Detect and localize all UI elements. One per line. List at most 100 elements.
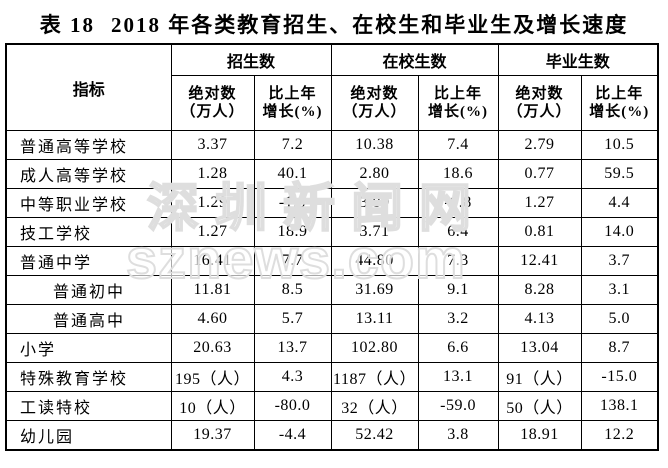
cell-graduates-absolute: 4.13 — [497, 304, 582, 334]
row-indicator-label: 普通初中 — [5, 275, 172, 305]
table-body: 普通高等学校 3.37 7.2 10.38 7.4 2.79 10.5 成人高等… — [5, 130, 659, 451]
cell-enrollment-growth: -80.0 — [253, 391, 332, 421]
cell-enrollment-growth: 5.7 — [253, 304, 332, 334]
cell-enrollment-growth: -1.0 — [253, 188, 332, 218]
cell-graduates-absolute: 2.79 — [497, 130, 582, 160]
cell-students-growth: 13.1 — [417, 362, 499, 392]
cell-graduates-growth: 5.0 — [580, 304, 659, 334]
cell-graduates-absolute: 91（人） — [497, 362, 582, 392]
cell-graduates-absolute: 50（人） — [497, 391, 582, 421]
cell-enrollment-absolute: 1.28 — [170, 159, 255, 189]
education-stats-table: 指标 招生数 在校生数 毕业生数 绝对数 （万人） 比上年 增长(%) 绝对数 … — [5, 43, 660, 451]
cell-enrollment-absolute: 20.63 — [170, 333, 255, 363]
cell-students-absolute: 44.80 — [330, 246, 419, 276]
group-header-students: 在校生数 — [330, 43, 499, 76]
cell-students-growth: -59.0 — [417, 391, 499, 421]
cell-graduates-growth: 3.7 — [580, 246, 659, 276]
cell-enrollment-growth: 8.5 — [253, 275, 332, 305]
indicator-column-header: 指标 — [5, 43, 172, 131]
cell-enrollment-absolute: 1.27 — [170, 217, 255, 247]
cell-enrollment-absolute: 19.37 — [170, 420, 255, 451]
cell-students-absolute: 3.89 — [330, 188, 419, 218]
cell-graduates-growth: 3.1 — [580, 275, 659, 305]
row-indicator-label: 中等职业学校 — [5, 188, 172, 218]
table-row: 普通中学 16.41 7.7 44.80 7.3 12.41 3.7 — [5, 246, 659, 276]
cell-graduates-absolute: 18.91 — [497, 420, 582, 451]
table-row: 幼儿园 19.37 -4.4 52.42 3.8 18.91 12.2 — [5, 420, 659, 451]
cell-enrollment-absolute: 16.41 — [170, 246, 255, 276]
sub-header-growth: 比上年 增长(%) — [417, 75, 499, 131]
cell-graduates-growth: 4.4 — [580, 188, 659, 218]
cell-students-absolute: 52.42 — [330, 420, 419, 451]
cell-enrollment-growth: 7.2 — [253, 130, 332, 160]
cell-students-growth: 7.4 — [417, 130, 499, 160]
row-indicator-label: 幼儿园 — [5, 420, 172, 451]
cell-enrollment-growth: 4.3 — [253, 362, 332, 392]
table-row: 普通高等学校 3.37 7.2 10.38 7.4 2.79 10.5 — [5, 130, 659, 160]
cell-graduates-growth: -15.0 — [580, 362, 659, 392]
sub-header-absolute: 绝对数 （万人） — [497, 75, 582, 131]
row-indicator-label: 小学 — [5, 333, 172, 363]
cell-graduates-growth: 8.7 — [580, 333, 659, 363]
group-header-graduates: 毕业生数 — [497, 43, 659, 76]
row-indicator-label: 工读特校 — [5, 391, 172, 421]
table-row: 小学 20.63 13.7 102.80 6.6 13.04 8.7 — [5, 333, 659, 363]
cell-graduates-absolute: 13.04 — [497, 333, 582, 363]
cell-enrollment-growth: 7.7 — [253, 246, 332, 276]
cell-enrollment-absolute: 1.29 — [170, 188, 255, 218]
sub-header-growth: 比上年 增长(%) — [580, 75, 659, 131]
page-title: 表 18 2018 年各类教育招生、在校生和毕业生及增长速度 — [0, 9, 668, 39]
title-text: 2018 年各类教育招生、在校生和毕业生及增长速度 — [111, 13, 629, 37]
cell-students-growth: 3.8 — [417, 420, 499, 451]
table-row: 工读特校 10（人） -80.0 32（人） -59.0 50（人） 138.1 — [5, 391, 659, 421]
cell-enrollment-absolute: 10（人） — [170, 391, 255, 421]
sub-header-absolute: 绝对数 （万人） — [330, 75, 419, 131]
cell-enrollment-growth: 18.9 — [253, 217, 332, 247]
cell-students-growth: 9.1 — [417, 275, 499, 305]
cell-graduates-absolute: 0.77 — [497, 159, 582, 189]
cell-students-absolute: 13.11 — [330, 304, 419, 334]
cell-graduates-absolute: 8.28 — [497, 275, 582, 305]
table-row: 特殊教育学校 195（人） 4.3 1187（人） 13.1 91（人） -15… — [5, 362, 659, 392]
row-indicator-label: 成人高等学校 — [5, 159, 172, 189]
table-header: 指标 招生数 在校生数 毕业生数 绝对数 （万人） 比上年 增长(%) 绝对数 … — [5, 43, 659, 131]
cell-students-absolute: 32（人） — [330, 391, 419, 421]
table-row: 成人高等学校 1.28 40.1 2.80 18.6 0.77 59.5 — [5, 159, 659, 189]
cell-students-growth: -0.8 — [417, 188, 499, 218]
cell-graduates-absolute: 12.41 — [497, 246, 582, 276]
cell-enrollment-absolute: 195（人） — [170, 362, 255, 392]
cell-graduates-absolute: 1.27 — [497, 188, 582, 218]
cell-students-growth: 6.6 — [417, 333, 499, 363]
cell-graduates-growth: 14.0 — [580, 217, 659, 247]
cell-students-absolute: 3.71 — [330, 217, 419, 247]
table-number: 表 18 — [39, 13, 95, 37]
cell-enrollment-absolute: 4.60 — [170, 304, 255, 334]
sub-header-row: 绝对数 （万人） 比上年 增长(%) 绝对数 （万人） 比上年 增长(%) 绝对… — [6, 75, 659, 131]
cell-enrollment-growth: -4.4 — [253, 420, 332, 451]
cell-graduates-absolute: 0.81 — [497, 217, 582, 247]
cell-enrollment-growth: 13.7 — [253, 333, 332, 363]
group-header-enrollment: 招生数 — [170, 43, 332, 76]
sub-header-growth: 比上年 增长(%) — [253, 75, 332, 131]
cell-students-growth: 3.2 — [417, 304, 499, 334]
cell-students-absolute: 102.80 — [330, 333, 419, 363]
sub-header-absolute: 绝对数 （万人） — [170, 75, 255, 131]
cell-graduates-growth: 138.1 — [580, 391, 659, 421]
cell-students-growth: 18.6 — [417, 159, 499, 189]
table-row: 普通高中 4.60 5.7 13.11 3.2 4.13 5.0 — [5, 304, 659, 334]
table-row: 普通初中 11.81 8.5 31.69 9.1 8.28 3.1 — [5, 275, 659, 305]
row-indicator-label: 普通高等学校 — [5, 130, 172, 160]
cell-enrollment-absolute: 11.81 — [170, 275, 255, 305]
row-indicator-label: 特殊教育学校 — [5, 362, 172, 392]
cell-students-absolute: 2.80 — [330, 159, 419, 189]
cell-enrollment-growth: 40.1 — [253, 159, 332, 189]
row-indicator-label: 普通高中 — [5, 304, 172, 334]
row-indicator-label: 技工学校 — [5, 217, 172, 247]
cell-students-absolute: 31.69 — [330, 275, 419, 305]
cell-enrollment-absolute: 3.37 — [170, 130, 255, 160]
cell-students-absolute: 1187（人） — [330, 362, 419, 392]
cell-graduates-growth: 12.2 — [580, 420, 659, 451]
row-indicator-label: 普通中学 — [5, 246, 172, 276]
table-row: 中等职业学校 1.29 -1.0 3.89 -0.8 1.27 4.4 — [5, 188, 659, 218]
table-row: 技工学校 1.27 18.9 3.71 6.4 0.81 14.0 — [5, 217, 659, 247]
